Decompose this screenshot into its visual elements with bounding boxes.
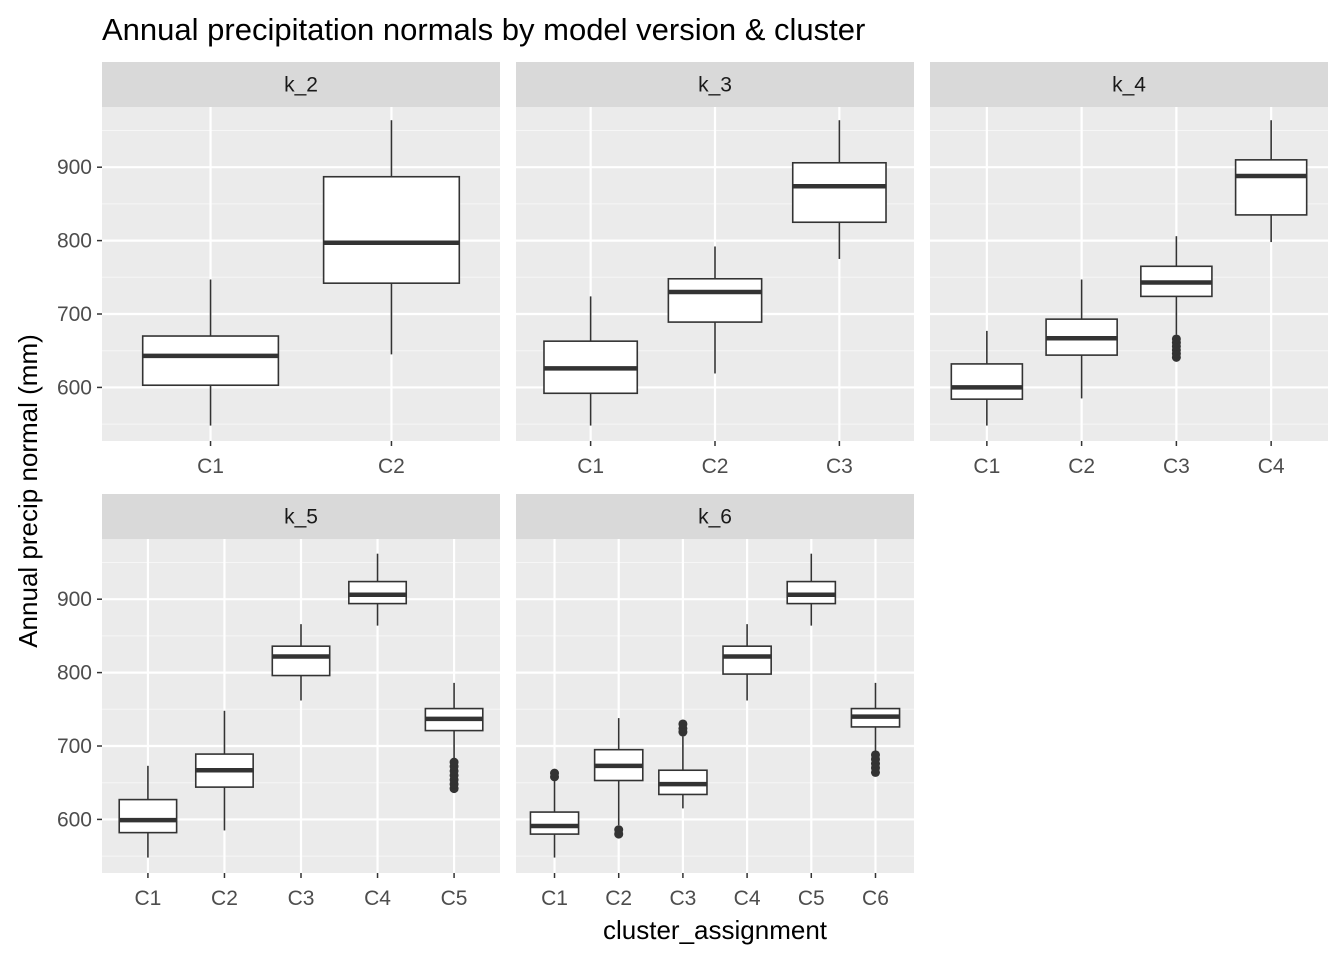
box-iqr [1234, 159, 1308, 216]
box-k_4-C2 [1045, 279, 1118, 399]
facet-k_2: k_2 C1 C2 600 700 800 900 [57, 62, 500, 478]
x-tick-label: C2 [1068, 455, 1095, 478]
facet-k_3: k_3 C1 C2 C3 [516, 62, 914, 478]
box-iqr [118, 798, 178, 834]
x-tick-label: C6 [862, 887, 889, 910]
outlier-point [678, 719, 688, 729]
box-iqr [141, 335, 280, 387]
x-tick-label: C1 [541, 887, 568, 910]
x-tick-label: C3 [669, 887, 696, 910]
box-k_2-C2 [322, 120, 461, 355]
box-k_5-C1 [118, 765, 178, 858]
facet-strip-label: k_3 [698, 74, 732, 97]
panel-background [516, 539, 914, 873]
box-iqr [529, 811, 580, 835]
box-k_4-C3 [1140, 236, 1213, 362]
facet-strip-label: k_5 [284, 506, 318, 529]
y-tick-label: 800 [57, 662, 92, 685]
x-tick-label: C2 [605, 887, 632, 910]
x-tick-label: C5 [441, 887, 468, 910]
box-k_6-C3 [658, 719, 708, 809]
facet-k_4: k_4 C1 C2 C3 C4 [930, 62, 1328, 478]
x-tick-label: C4 [734, 887, 761, 910]
box-iqr [271, 645, 331, 677]
box-k_5-C3 [271, 624, 331, 701]
box-k_6-C5 [786, 553, 837, 626]
facet-strip [516, 62, 914, 107]
x-tick-label: C1 [197, 455, 224, 478]
box-iqr [322, 175, 461, 284]
facet-strip-label: k_4 [1112, 74, 1146, 97]
box-k_4-C1 [950, 330, 1024, 426]
facet-k_5: k_5 C1 C2 C3 C4 C5 600 700 800 900 [57, 494, 500, 910]
box-k_2-C1 [141, 279, 280, 426]
y-tick-label: 700 [57, 735, 92, 758]
facet-k_6: k_6 C1 C2 C3 C4 C5 C6 [516, 494, 914, 910]
outlier-point [449, 757, 459, 767]
x-tick-label: C4 [1258, 455, 1285, 478]
outlier-point [1171, 334, 1181, 344]
box-k_6-C2 [593, 718, 644, 839]
box-k_6-C1 [529, 768, 580, 858]
box-k_6-C4 [722, 624, 772, 701]
chart-title: Annual precipitation normals by model ve… [102, 12, 865, 47]
x-tick-label: C3 [288, 887, 315, 910]
y-tick-label: 900 [57, 156, 92, 179]
x-tick-label: C3 [1163, 455, 1190, 478]
facet-strip [516, 494, 914, 539]
facet-strip [930, 62, 1328, 107]
x-tick-label: C1 [973, 455, 1000, 478]
box-k_3-C3 [791, 120, 887, 259]
y-axis-title: Annual precip normal (mm) [13, 334, 43, 648]
facet-strip-label: k_2 [284, 74, 318, 97]
facet-strip-label: k_6 [698, 506, 732, 529]
facet-strip [102, 494, 500, 539]
box-k_5-C5 [424, 682, 484, 794]
outlier-point [870, 750, 880, 760]
box-k_6-C6 [850, 682, 901, 777]
x-tick-label: C3 [826, 455, 853, 478]
box-k_5-C2 [194, 710, 254, 831]
y-tick-label: 600 [57, 808, 92, 831]
outlier-point [550, 768, 560, 778]
x-tick-label: C2 [702, 455, 729, 478]
x-tick-label: C1 [577, 455, 604, 478]
box-k_3-C2 [667, 246, 763, 374]
x-tick-label: C2 [378, 455, 405, 478]
box-iqr [950, 363, 1024, 400]
box-iqr [722, 645, 772, 675]
y-tick-label: 900 [57, 588, 92, 611]
x-axis-title: cluster_assignment [603, 915, 828, 945]
x-tick-label: C5 [798, 887, 825, 910]
box-k_4-C4 [1234, 120, 1308, 243]
x-tick-label: C4 [364, 887, 391, 910]
box-iqr [791, 161, 887, 224]
y-tick-label: 800 [57, 230, 92, 253]
x-tick-label: C2 [211, 887, 238, 910]
x-tick-label: C1 [134, 887, 161, 910]
y-tick-label: 600 [57, 376, 92, 399]
facet-strip [102, 62, 500, 107]
box-k_5-C4 [348, 553, 408, 626]
box-iqr [667, 277, 763, 323]
outlier-point [614, 825, 624, 835]
y-tick-label: 700 [57, 303, 92, 326]
box-k_3-C1 [543, 296, 639, 426]
